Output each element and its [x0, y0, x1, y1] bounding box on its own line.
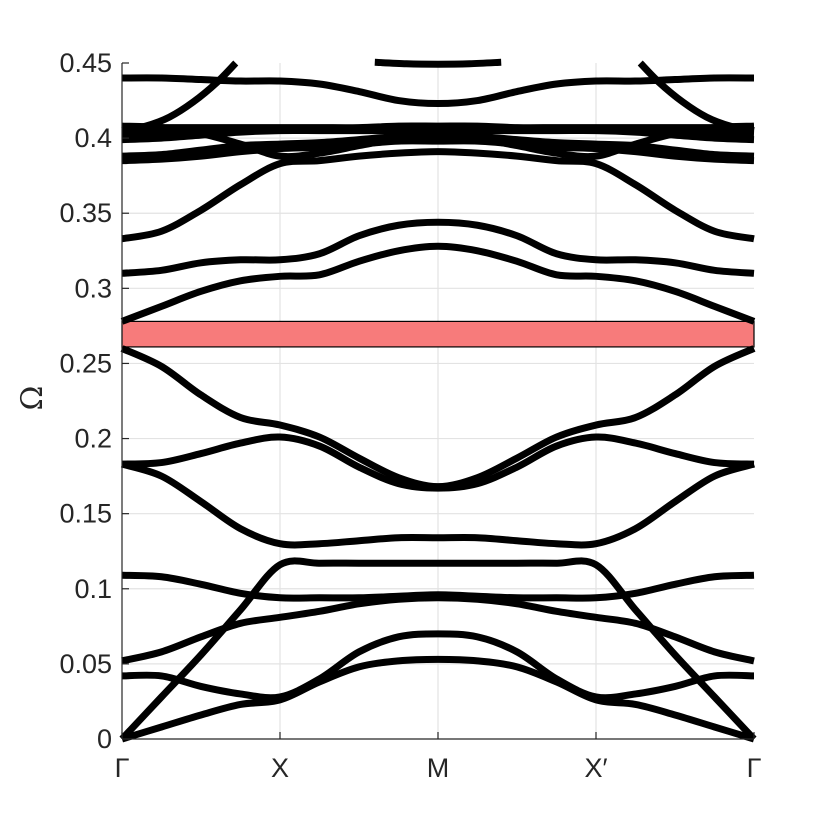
x-tick-label: X′ [584, 753, 607, 783]
band-line-3 [121, 630, 755, 702]
band-line-19 [121, 60, 239, 135]
band-line-17 [121, 122, 755, 161]
band-line-9 [120, 242, 756, 325]
band-gap-rect [121, 320, 755, 348]
band-line-1 [120, 655, 756, 743]
band-line-2 [119, 557, 757, 742]
band-line-13 [121, 132, 755, 160]
plot-axes [121, 62, 755, 740]
x-tick-label: Γ [747, 753, 762, 783]
x-tick-label: X [271, 753, 289, 783]
band-line-21 [374, 58, 502, 68]
y-tick-label: 0.4 [74, 123, 112, 153]
band-line-6 [120, 460, 756, 549]
band-line-10 [121, 218, 755, 277]
band-line-11 [121, 148, 755, 243]
band-line-8 [120, 345, 756, 491]
band-gap-region [121, 320, 755, 348]
band-line-12 [121, 137, 755, 165]
y-tick-label: 0.45 [59, 48, 112, 78]
band-line-20 [637, 60, 755, 135]
y-tick-label: 0.05 [59, 649, 112, 679]
band-line-5 [121, 571, 755, 602]
x-tick-label: M [427, 753, 450, 783]
y-tick-label: 0.3 [74, 273, 112, 303]
y-tick-label: 0.1 [74, 574, 112, 604]
y-tick-label: 0 [97, 724, 112, 754]
band-line-16 [121, 122, 754, 132]
y-axis-label: Ω [15, 386, 50, 411]
x-tick-label: Γ [115, 753, 130, 783]
y-tick-label: 0.25 [59, 348, 112, 378]
y-tick-label: 0.35 [59, 198, 112, 228]
y-tick-labels: 0 0.05 0.1 0.15 0.2 0.25 0.3 0.35 0.4 0.45 [59, 48, 112, 754]
band-line-18 [121, 74, 755, 108]
band-lines [119, 58, 757, 743]
y-tick-label: 0.2 [74, 424, 112, 454]
x-tick-labels: Γ X M X′ Γ [115, 753, 762, 783]
y-tick-label: 0.15 [59, 499, 112, 529]
